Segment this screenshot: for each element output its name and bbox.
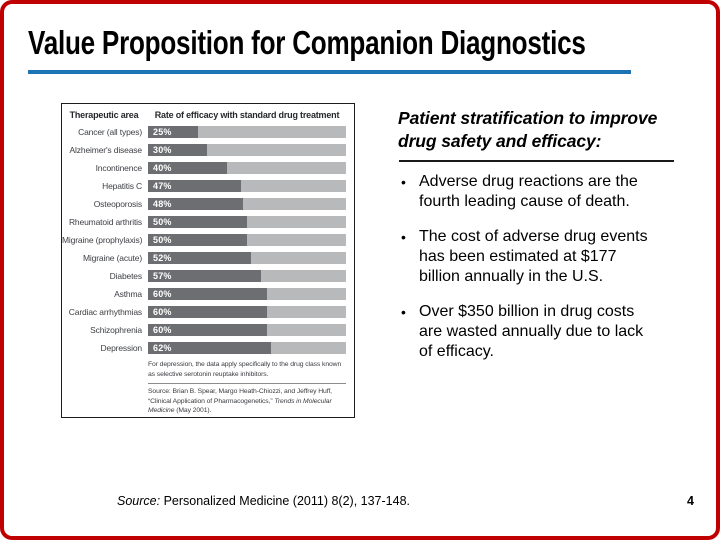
bullet-icon: • [401, 304, 406, 320]
chart-row: Diabetes 57% [62, 267, 354, 285]
chart-row-label: Asthma [114, 289, 142, 299]
chart-bar-fill: 50% [148, 233, 247, 247]
footer-source-text: Personalized Medicine (2011) 8(2), 137-1… [160, 494, 411, 508]
chart-row-label: Schizophrenia [90, 325, 142, 335]
chart-row-label: Depression [100, 343, 143, 353]
page-title: Value Proposition for Companion Diagnost… [28, 24, 586, 61]
footer-source-label: Source: [117, 494, 161, 508]
bullet-list: • Adverse drug reactions are the fourth l… [398, 172, 692, 377]
chart-source-tail: (May 2001). [174, 407, 212, 414]
chart-bar-value: 50% [153, 217, 172, 227]
chart-row: Migraine (prophylaxis) 50% [62, 231, 354, 249]
chart-bar-value: 30% [153, 145, 172, 155]
chart-bar-value: 60% [153, 307, 172, 317]
chart-header-col2: Rate of efficacy with standard drug trea… [154, 110, 340, 120]
chart-row-label: Cardiac arrhythmias [68, 307, 142, 317]
chart-bar-fill: 60% [148, 305, 267, 319]
chart-bar-value: 52% [153, 253, 172, 263]
chart-header-col1: Therapeutic area [69, 110, 139, 120]
chart-row-label: Incontinence [95, 163, 143, 173]
chart-source-text: Source: Brian B. Spear, Margo Heath-Chio… [148, 388, 332, 405]
bullet-icon: • [401, 174, 406, 190]
bullet-icon: • [401, 229, 406, 245]
chart-row: Cardiac arrhythmias 60% [62, 303, 354, 321]
chart-header: Therapeutic area Rate of efficacy with s… [62, 110, 354, 120]
chart-row: Asthma 60% [62, 285, 354, 303]
chart-bar-track: 50% [148, 215, 346, 229]
chart-bar-track: 48% [148, 197, 346, 211]
chart-row-label: Cancer (all types) [78, 127, 142, 137]
chart-rows: Cancer (all types) 25% Alzheimer's disease… [62, 123, 354, 357]
chart-bar-value: 60% [153, 289, 172, 299]
page-number: 4 [687, 494, 694, 508]
chart-row: Incontinence 40% [62, 159, 354, 177]
chart-bar-fill: 60% [148, 287, 267, 301]
chart-bar-track: 25% [148, 125, 346, 139]
bullet-text: Adverse drug reactions are the fourth le… [419, 173, 638, 210]
panel-heading: Patient stratification to improve drug s… [398, 108, 658, 151]
efficacy-figure: Therapeutic area Rate of efficacy with s… [61, 103, 355, 418]
chart-bar-track: 40% [148, 161, 346, 175]
chart-bar-fill: 52% [148, 251, 251, 265]
chart-bar-fill: 30% [148, 143, 208, 157]
chart-bar-value: 48% [153, 199, 172, 209]
chart-row: Cancer (all types) 25% [62, 123, 354, 141]
chart-bar-track: 47% [148, 179, 346, 193]
heading-rule [399, 160, 674, 162]
chart-bar-value: 25% [153, 127, 172, 137]
chart-row: Alzheimer's disease 30% [62, 141, 354, 159]
bullet-item: • The cost of adverse drug events has bee… [398, 227, 692, 287]
chart-row-label: Rheumatoid arthritis [68, 217, 142, 227]
chart-bar-fill: 48% [148, 197, 244, 211]
chart-row: Schizophrenia 60% [62, 321, 354, 339]
chart-bar-value: 57% [153, 271, 172, 281]
bullet-text: Over $350 billion in drug costs are wast… [419, 303, 644, 360]
chart-bar-track: 60% [148, 305, 346, 319]
bullet-text: The cost of adverse drug events has been… [419, 228, 648, 285]
chart-bar-fill: 40% [148, 161, 228, 175]
chart-row: Rheumatoid arthritis 50% [62, 213, 354, 231]
chart-bar-track: 60% [148, 323, 346, 337]
chart-bar-track: 30% [148, 143, 346, 157]
chart-row: Depression 62% [62, 339, 354, 357]
chart-bar-fill: 25% [148, 125, 198, 139]
chart-row-label: Migraine (acute) [82, 253, 142, 263]
chart-bar-fill: 60% [148, 323, 267, 337]
chart-row-label: Diabetes [109, 271, 143, 281]
chart-bar-track: 50% [148, 233, 346, 247]
chart-bar-track: 60% [148, 287, 346, 301]
chart-bar-value: 62% [153, 343, 172, 353]
chart-bar-track: 52% [148, 251, 346, 265]
chart-bar-fill: 62% [148, 341, 271, 355]
chart-bar-value: 47% [153, 181, 172, 191]
chart-row: Hepatitis C 47% [62, 177, 354, 195]
bullet-item: • Adverse drug reactions are the fourth l… [398, 172, 692, 212]
chart-bar-value: 40% [153, 163, 172, 173]
chart-row: Osteoporosis 48% [62, 195, 354, 213]
footer-source: Source: Personalized Medicine (2011) 8(2… [117, 494, 410, 508]
chart-bar-fill: 50% [148, 215, 247, 229]
chart-bar-track: 62% [148, 341, 346, 355]
chart-footnote: For depression, the data apply specifica… [148, 361, 342, 378]
chart-bar-track: 57% [148, 269, 346, 283]
chart-row-label: Alzheimer's disease [69, 145, 143, 155]
chart-divider [148, 383, 346, 384]
chart-source: Source: Brian B. Spear, Margo Heath-Chio… [148, 387, 354, 416]
chart-row-label: Migraine (prophylaxis) [62, 235, 143, 245]
chart-bar-value: 60% [153, 325, 172, 335]
chart-row-label: Osteoporosis [93, 199, 142, 209]
chart-row-label: Hepatitis C [102, 181, 142, 191]
chart-source-journal: Trends in Molecular Medicine [148, 397, 332, 415]
title-rule [28, 70, 631, 74]
chart-bar-fill: 57% [148, 269, 261, 283]
chart-bar-fill: 47% [148, 179, 242, 193]
chart-row: Migraine (acute) 52% [62, 249, 354, 267]
bullet-item: • Over $350 billion in drug costs are was… [398, 302, 692, 362]
chart-bar-value: 50% [153, 235, 172, 245]
